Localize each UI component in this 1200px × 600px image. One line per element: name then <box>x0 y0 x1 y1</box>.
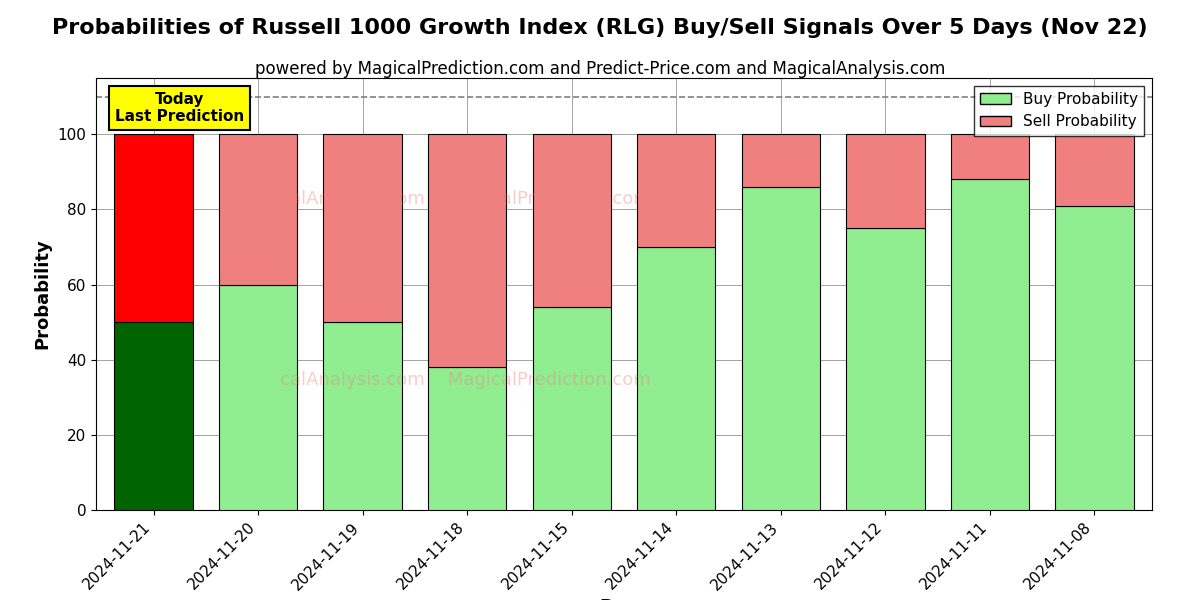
Bar <box>950 134 1030 179</box>
X-axis label: Days: Days <box>600 598 648 600</box>
Bar <box>742 187 820 510</box>
Text: calAnalysis.com    MagicalPrediction.com: calAnalysis.com MagicalPrediction.com <box>281 190 650 208</box>
Legend: Buy Probability, Sell Probability: Buy Probability, Sell Probability <box>974 86 1145 136</box>
Bar <box>428 367 506 510</box>
Bar <box>324 322 402 510</box>
Bar <box>533 134 611 307</box>
Bar <box>742 134 820 187</box>
Bar <box>1055 134 1134 206</box>
Bar <box>324 134 402 322</box>
Text: Today
Last Prediction: Today Last Prediction <box>115 92 245 124</box>
Text: Probabilities of Russell 1000 Growth Index (RLG) Buy/Sell Signals Over 5 Days (N: Probabilities of Russell 1000 Growth Ind… <box>52 18 1148 38</box>
Bar <box>846 228 924 510</box>
Bar <box>428 134 506 367</box>
Bar <box>114 134 193 322</box>
Bar <box>218 284 298 510</box>
Bar <box>950 179 1030 510</box>
Bar <box>218 134 298 284</box>
Bar <box>114 322 193 510</box>
Bar <box>1055 206 1134 510</box>
Text: calAnalysis.com    MagicalPrediction.com: calAnalysis.com MagicalPrediction.com <box>281 371 650 389</box>
Bar <box>637 134 715 247</box>
Bar <box>533 307 611 510</box>
Y-axis label: Probability: Probability <box>34 239 52 349</box>
Text: powered by MagicalPrediction.com and Predict-Price.com and MagicalAnalysis.com: powered by MagicalPrediction.com and Pre… <box>254 60 946 78</box>
Bar <box>637 247 715 510</box>
Bar <box>846 134 924 228</box>
